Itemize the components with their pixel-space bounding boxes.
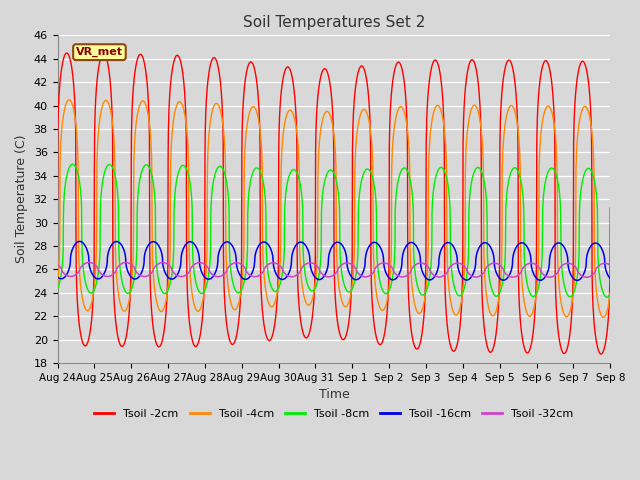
Title: Soil Temperatures Set 2: Soil Temperatures Set 2 bbox=[243, 15, 425, 30]
Text: VR_met: VR_met bbox=[76, 47, 123, 57]
Legend: Tsoil -2cm, Tsoil -4cm, Tsoil -8cm, Tsoil -16cm, Tsoil -32cm: Tsoil -2cm, Tsoil -4cm, Tsoil -8cm, Tsoi… bbox=[90, 404, 578, 423]
Y-axis label: Soil Temperature (C): Soil Temperature (C) bbox=[15, 135, 28, 264]
X-axis label: Time: Time bbox=[319, 388, 349, 401]
